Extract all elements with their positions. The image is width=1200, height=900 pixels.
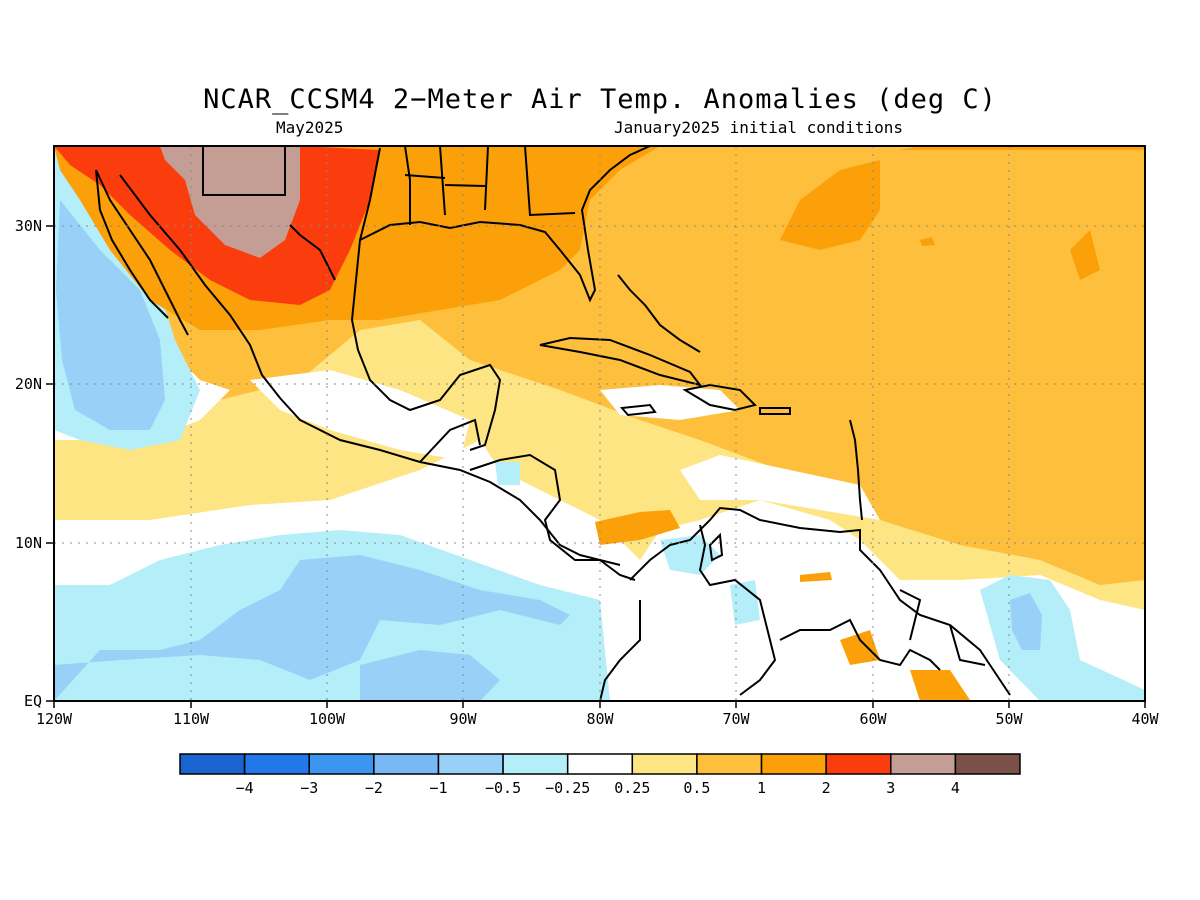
colorbar-tick-label: −4 — [236, 779, 254, 797]
map-title: NCAR_CCSM4 2−Meter Air Temp. Anomalies (… — [203, 84, 997, 115]
colorbar-swatch — [243, 753, 310, 775]
colorbar-tick-label: 1 — [757, 779, 766, 797]
colorbar-tick-label: 0.5 — [683, 779, 710, 797]
colorbar-tick-label: −1 — [429, 779, 447, 797]
lat-label: 10N — [15, 534, 42, 552]
lon-label: 40W — [1131, 710, 1159, 728]
colorbar-labels: −4 −3 −2 −1 −0.5 −0.25 0.25 0.5 1 2 3 4 — [236, 779, 960, 797]
colorbar-tick-label: 0.25 — [614, 779, 650, 797]
colorbar-tick-label: −3 — [300, 779, 318, 797]
lon-label: 100W — [309, 710, 346, 728]
forecast-month: May2025 — [276, 118, 344, 137]
colorbar-tick-label: −0.5 — [485, 779, 521, 797]
colorbar-swatch — [502, 753, 569, 775]
colorbar-swatch — [566, 753, 634, 775]
lon-label: 110W — [173, 710, 210, 728]
colorbar-tick-label: −0.25 — [545, 779, 590, 797]
initial-conditions: January2025 initial conditions — [614, 118, 903, 137]
colorbar-tick-label: 3 — [886, 779, 895, 797]
gridlines — [54, 146, 1145, 701]
colorbar-swatch — [954, 753, 1021, 775]
lon-label: 80W — [586, 710, 614, 728]
colorbar-swatch — [179, 753, 246, 775]
colorbar-swatch — [696, 753, 763, 775]
lon-label: 50W — [995, 710, 1023, 728]
lon-label: 120W — [36, 710, 73, 728]
colorbar-swatch — [308, 753, 375, 775]
lat-label: EQ — [24, 692, 42, 710]
lon-label: 90W — [449, 710, 477, 728]
lon-label: 70W — [722, 710, 750, 728]
colorbar — [179, 753, 1021, 775]
axis-ticks — [46, 225, 1146, 708]
colorbar-swatch — [437, 753, 504, 775]
colorbar-tick-label: −2 — [365, 779, 383, 797]
colorbar-swatch — [825, 753, 892, 775]
lat-label: 20N — [15, 375, 42, 393]
colorbar-swatch — [890, 753, 957, 775]
colorbar-swatch — [760, 753, 827, 775]
lon-label: 60W — [859, 710, 887, 728]
shaded-field — [54, 146, 1145, 701]
colorbar-tick-label: 4 — [951, 779, 960, 797]
colorbar-tick-label: 2 — [822, 779, 831, 797]
lat-label: 30N — [15, 217, 42, 235]
colorbar-swatch — [373, 753, 440, 775]
colorbar-swatch — [631, 753, 698, 775]
